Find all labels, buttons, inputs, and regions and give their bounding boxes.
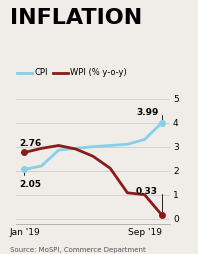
Text: INFLATION: INFLATION bbox=[10, 8, 142, 28]
Legend: CPI, WPI (% y-o-y): CPI, WPI (% y-o-y) bbox=[14, 65, 130, 81]
Text: 2.05: 2.05 bbox=[19, 172, 41, 189]
Text: 0.33: 0.33 bbox=[136, 187, 162, 212]
Text: Source: MoSPI, Commerce Department: Source: MoSPI, Commerce Department bbox=[10, 247, 146, 253]
Text: 2.76: 2.76 bbox=[19, 139, 42, 152]
Text: 3.99: 3.99 bbox=[136, 108, 162, 120]
